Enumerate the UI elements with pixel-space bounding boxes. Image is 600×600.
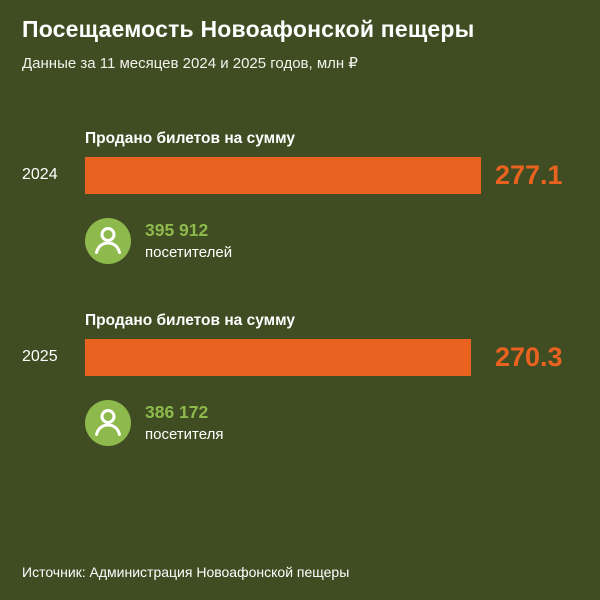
- chart-row-2025: Продано билетов на сумму 2025 270.3: [22, 312, 578, 446]
- year-label: 2025: [22, 348, 58, 366]
- infographic: Посещаемость Новоафонской пещеры Данные …: [22, 16, 578, 446]
- bar-line: 2025 270.3: [22, 338, 578, 376]
- visitors-text: 395 912 посетителей: [145, 220, 232, 261]
- bar-2024: [85, 156, 481, 194]
- bar-track: [85, 338, 481, 376]
- visitors-caption: посетителя: [145, 426, 224, 444]
- bar-2025: [85, 338, 472, 376]
- page-title: Посещаемость Новоафонской пещеры: [22, 16, 475, 42]
- bar-label: Продано билетов на сумму: [85, 129, 295, 147]
- visitors-count: 395 912: [145, 220, 209, 241]
- year-label: 2024: [22, 166, 58, 184]
- bar-value: 270.3: [495, 341, 563, 372]
- visitors-count: 386 172: [145, 402, 209, 423]
- bar-line: 2024 277.1: [22, 156, 578, 194]
- source-note: Источник: Администрация Новоафонской пещ…: [22, 564, 350, 580]
- bar-track: [85, 156, 481, 194]
- bar-label: Продано билетов на сумму: [85, 311, 295, 329]
- chart-rows: Продано билетов на сумму 2024 277.1: [22, 130, 578, 446]
- bar-value: 277.1: [495, 159, 563, 190]
- person-icon: [85, 217, 131, 264]
- page-subtitle: Данные за 11 месяцев 2024 и 2025 годов, …: [22, 54, 358, 72]
- visitors-block: 395 912 посетителей: [85, 217, 578, 264]
- chart-row-2024: Продано билетов на сумму 2024 277.1: [22, 130, 578, 264]
- person-icon: [85, 399, 131, 446]
- visitors-text: 386 172 посетителя: [145, 402, 223, 443]
- visitors-caption: посетителей: [145, 244, 233, 262]
- visitors-block: 386 172 посетителя: [85, 399, 578, 446]
